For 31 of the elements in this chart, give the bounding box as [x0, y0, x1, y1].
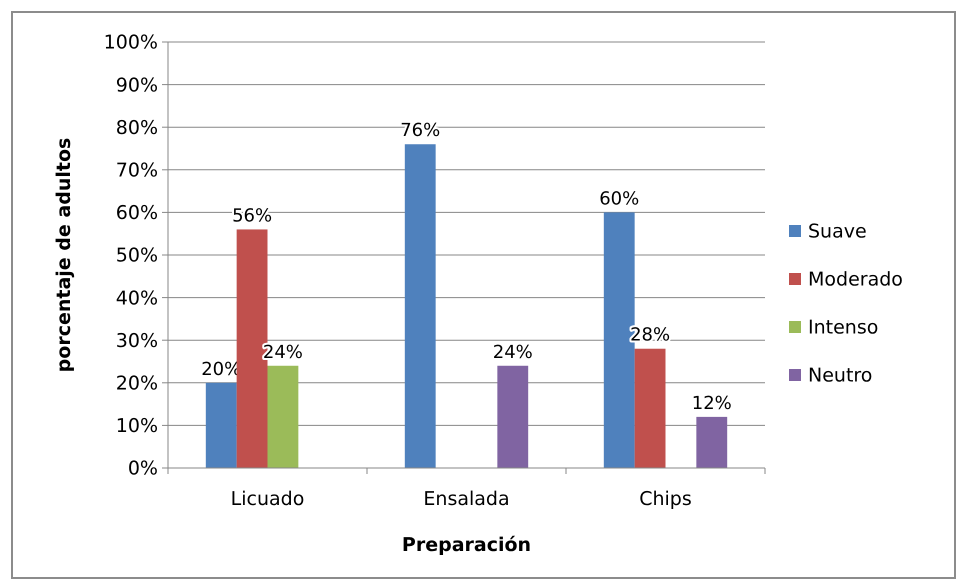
legend-label: Intenso [808, 316, 878, 339]
y-tick-label: 100% [104, 32, 158, 54]
y-tick-label: 50% [116, 244, 158, 267]
legend-label: Moderado [808, 268, 903, 291]
legend-label: Neutro [808, 364, 872, 387]
bar [634, 348, 666, 468]
bar [268, 366, 298, 468]
bar [696, 416, 728, 468]
y-tick-label: 40% [116, 287, 158, 310]
x-tick-label: Ensalada [423, 488, 510, 510]
y-tick-label: 70% [116, 159, 158, 182]
bar [206, 382, 237, 468]
x-tick-label: Licuado [230, 488, 304, 510]
bar [497, 366, 528, 468]
x-axis-title: Preparación [402, 534, 532, 556]
data-label: 56% [232, 205, 272, 226]
y-tick-label: 90% [116, 74, 158, 96]
data-label: 24% [492, 342, 533, 363]
data-label: 12% [692, 392, 732, 414]
y-tick-label: 0% [128, 458, 158, 480]
y-axis-title: porcentaje de adultos [53, 138, 75, 372]
y-tick-label: 10% [116, 415, 158, 438]
legend-label: Suave [808, 220, 867, 243]
data-label: 76% [400, 120, 440, 142]
y-tick-label: 20% [116, 372, 158, 394]
x-tick-label: Chips [639, 488, 692, 510]
y-tick-label: 80% [116, 116, 158, 139]
bar [404, 144, 436, 468]
y-tick-label: 60% [116, 202, 158, 224]
data-label: 60% [599, 188, 640, 210]
y-tick-label: 30% [116, 330, 158, 352]
